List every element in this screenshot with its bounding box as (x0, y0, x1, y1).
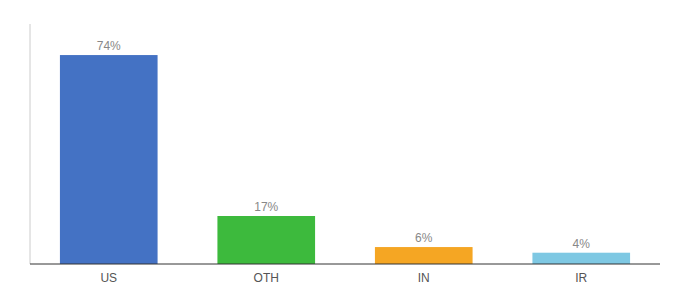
y-axis-line (30, 24, 31, 264)
x-tick-label: OTH (254, 271, 279, 285)
data-label: 4% (573, 237, 591, 251)
bar (60, 55, 158, 264)
x-tick-label: IN (418, 271, 430, 285)
data-label: 17% (254, 200, 278, 214)
chart-svg: US OTH IN IR 74% 17% 6% 4% (0, 0, 680, 300)
data-label: 6% (415, 231, 433, 245)
x-tick-label: IR (575, 271, 587, 285)
data-label: 74% (97, 39, 121, 53)
x-axis-line (30, 264, 660, 265)
bars (60, 55, 630, 264)
chart-container: US OTH IN IR 74% 17% 6% 4% (0, 0, 680, 300)
bar (375, 247, 473, 264)
bar (532, 253, 630, 264)
bar (217, 216, 315, 264)
x-tick-label: US (100, 271, 117, 285)
